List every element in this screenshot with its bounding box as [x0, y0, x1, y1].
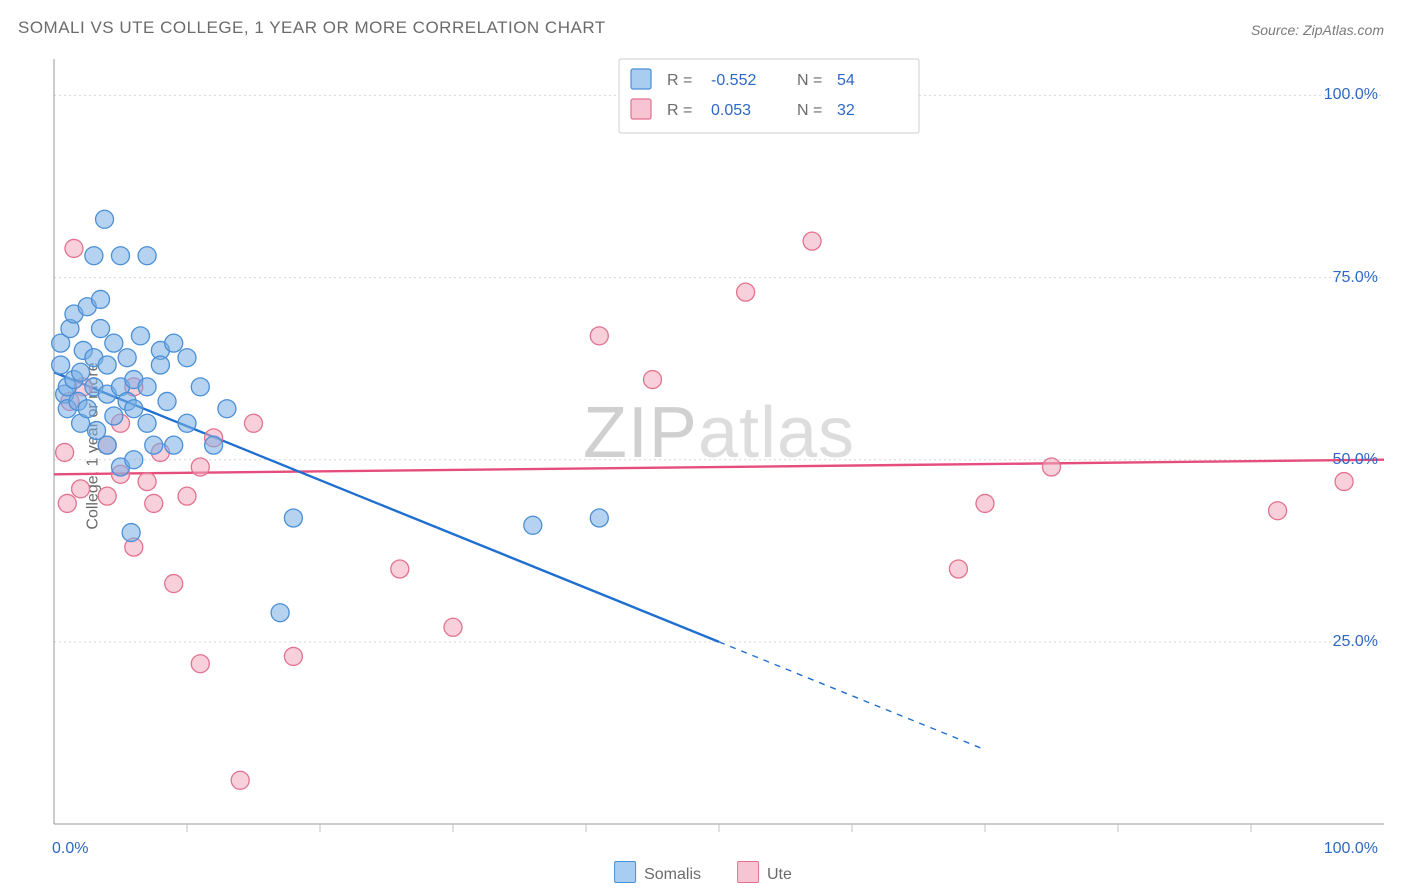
svg-text:N =: N =	[797, 72, 822, 89]
legend-item-ute: Ute	[737, 861, 792, 884]
page-root: SOMALI VS UTE COLLEGE, 1 YEAR OR MORE CO…	[0, 0, 1406, 892]
chart-area: R =-0.552N =54R =0.053N =32 ZIPatlas	[50, 55, 1388, 842]
ytick-50: 50.0%	[1333, 451, 1378, 469]
xtick-min: 0.0%	[52, 840, 88, 858]
svg-text:R =: R =	[667, 72, 692, 89]
source-name: ZipAtlas.com	[1303, 22, 1384, 38]
svg-text:-0.552: -0.552	[711, 72, 756, 89]
ytick-25: 25.0%	[1333, 633, 1378, 651]
ytick-75: 75.0%	[1333, 269, 1378, 287]
svg-text:32: 32	[837, 102, 855, 119]
svg-text:54: 54	[837, 72, 855, 89]
source-prefix: Source:	[1251, 22, 1303, 38]
legend-label-somalis: Somalis	[644, 866, 701, 883]
ytick-100: 100.0%	[1324, 86, 1378, 104]
svg-text:N =: N =	[797, 102, 822, 119]
chart-svg: R = -0.552 N = 54 R = 0.053 N = 32	[50, 55, 1388, 842]
legend-item-somalis: Somalis	[614, 861, 701, 884]
svg-text:R =: R =	[667, 102, 692, 119]
legend-swatch-somalis	[614, 861, 636, 883]
chart-title: SOMALI VS UTE COLLEGE, 1 YEAR OR MORE CO…	[18, 18, 606, 38]
legend-label-ute: Ute	[767, 866, 792, 883]
legend-swatch-ute	[737, 861, 759, 883]
xtick-max: 100.0%	[1324, 840, 1378, 858]
svg-text:0.053: 0.053	[711, 102, 751, 119]
legend-bottom: Somalis Ute	[614, 861, 792, 884]
source-attribution: Source: ZipAtlas.com	[1251, 22, 1384, 38]
